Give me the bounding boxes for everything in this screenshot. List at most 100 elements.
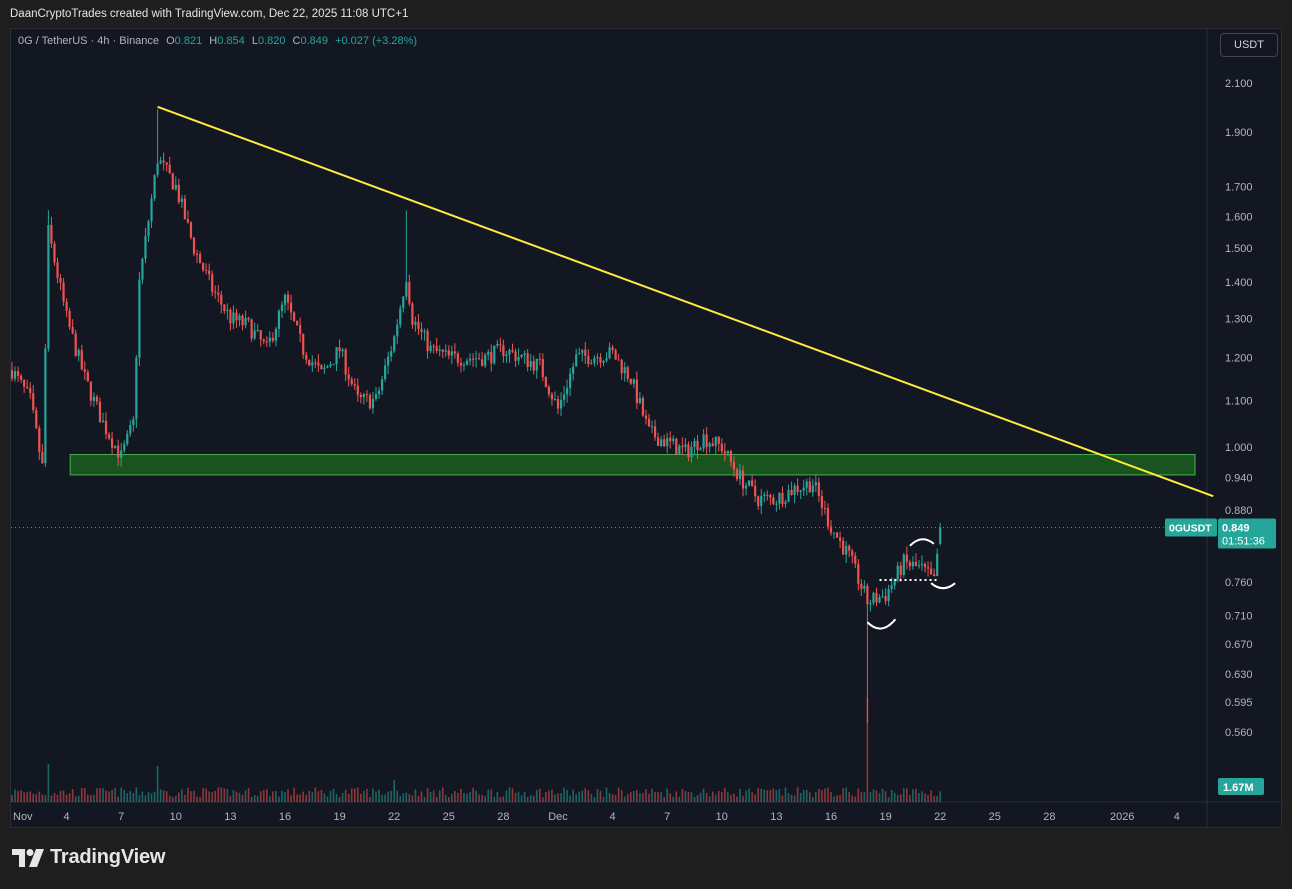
candle-body	[26, 386, 29, 389]
candle-body	[293, 312, 296, 321]
volume-bar	[120, 787, 122, 802]
volume-bar	[117, 796, 119, 802]
candle-body	[362, 394, 365, 398]
volume-bar	[812, 797, 814, 802]
candle-body	[845, 545, 848, 555]
candle-body	[299, 325, 302, 334]
volume-bar	[566, 790, 568, 802]
volume-bar	[711, 791, 714, 802]
candle-body	[47, 224, 50, 349]
candle-body	[195, 253, 199, 255]
candle-body	[599, 357, 602, 363]
volume-bar	[539, 788, 541, 802]
candle-body	[259, 330, 262, 340]
candle-body	[126, 433, 129, 445]
volume-bar	[214, 790, 217, 802]
candle-body	[65, 301, 68, 311]
volume-bar	[232, 790, 235, 802]
symbol-tag-text: 0GUSDT	[1169, 523, 1212, 535]
candle-body	[20, 375, 23, 380]
volume-bar	[278, 796, 280, 802]
volume-bar	[41, 794, 44, 802]
volume-bar	[17, 790, 19, 802]
volume-bar	[930, 790, 932, 802]
currency-button[interactable]: USDT	[1220, 33, 1278, 57]
candle-body	[286, 294, 290, 303]
candle-body	[329, 364, 332, 367]
volume-bar	[29, 791, 31, 802]
volume-bar	[390, 790, 392, 802]
candle-body	[517, 356, 520, 361]
volume-bar	[414, 789, 417, 802]
volume-bar	[159, 789, 162, 802]
volume-bar	[893, 792, 896, 802]
candle-body	[735, 469, 739, 480]
candle-body	[402, 296, 405, 309]
candle-body	[505, 354, 508, 357]
candle-body	[623, 367, 626, 374]
volume-bar	[757, 787, 759, 802]
candle-body	[911, 561, 914, 567]
candle-body	[720, 443, 723, 452]
candle-body	[605, 358, 608, 361]
candle-body	[277, 311, 281, 329]
volume-bar	[129, 790, 132, 802]
volume-bar	[526, 797, 529, 802]
candle-body	[617, 359, 620, 361]
volume-bar	[59, 790, 62, 802]
candle-body	[365, 394, 368, 396]
volume-bar	[47, 764, 50, 802]
volume-bar	[887, 797, 890, 802]
volume-bar	[866, 698, 869, 802]
candle-body	[478, 358, 481, 360]
volume-bar	[487, 789, 490, 802]
candle-body	[384, 365, 387, 380]
candle-body	[341, 349, 344, 352]
price-chart[interactable]: 2.100 1.900 1.700 1.600 1.500 1.400 1.300 1.200…	[11, 29, 1283, 829]
candle-body	[802, 487, 805, 491]
candle-body	[729, 450, 732, 462]
candle-body	[547, 386, 550, 395]
candle-body	[899, 565, 902, 576]
chart-panel[interactable]: 2.100 1.900 1.700 1.600 1.500 1.400 1.300 1.200…	[10, 28, 1283, 829]
candle-body	[202, 263, 205, 271]
volume-bar	[432, 790, 435, 802]
candle-body	[596, 357, 599, 359]
volume-bar	[378, 789, 380, 802]
candle-body	[408, 282, 411, 304]
candle-body	[860, 583, 863, 589]
volume-bar	[296, 794, 298, 802]
volume-bar	[35, 794, 38, 802]
tradingview-logo-icon	[12, 848, 44, 867]
volume-bar	[423, 796, 426, 802]
volume-bar	[202, 787, 204, 802]
volume-bar	[802, 790, 805, 802]
candle-body	[723, 451, 726, 454]
time-tick-label: 28	[1043, 811, 1055, 823]
volume-bar	[150, 793, 153, 802]
volume-bar	[517, 791, 520, 802]
candle-body	[435, 346, 438, 351]
candle-body	[462, 364, 466, 366]
volume-bar	[636, 789, 638, 802]
volume-bar	[745, 790, 747, 802]
candle-body	[532, 361, 535, 371]
candle-body	[241, 315, 244, 326]
candle-body	[538, 358, 541, 360]
volume-bar	[387, 791, 389, 802]
volume-bar	[775, 790, 778, 802]
chart-attribution: DaanCryptoTrades created with TradingVie…	[10, 8, 409, 20]
volume-bar	[87, 794, 89, 802]
volume-bar	[484, 795, 486, 802]
price-tick-label: 1.000	[1225, 442, 1253, 454]
candle-body	[475, 358, 478, 360]
volume-bar	[660, 792, 662, 802]
candle-body	[308, 359, 311, 366]
candle-body	[499, 343, 502, 346]
candle-body	[629, 378, 632, 384]
volume-bar	[247, 787, 250, 802]
candle-body	[101, 420, 105, 423]
candle-body	[569, 373, 572, 389]
volume-bar	[181, 789, 183, 802]
price-tick-label: 0.760	[1225, 577, 1253, 589]
